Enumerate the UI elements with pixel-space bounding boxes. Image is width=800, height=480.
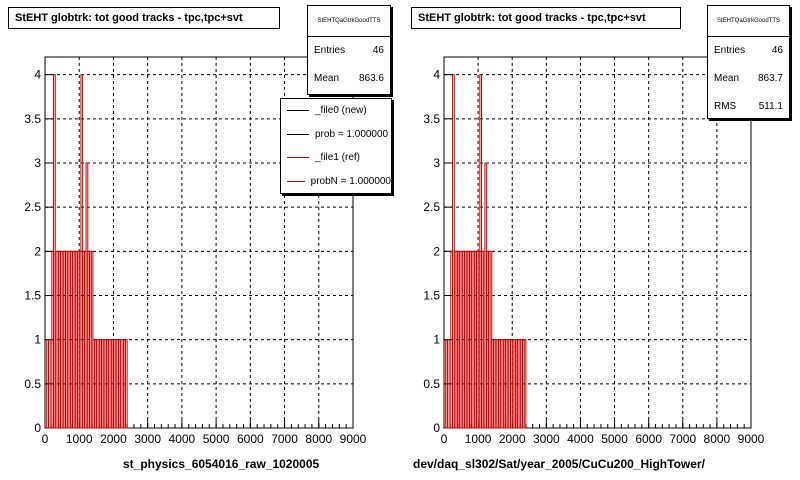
legend-label: prob = 1.000000 [315, 128, 389, 140]
x-tick-label: 6000 [635, 432, 662, 446]
legend-label: _file1 (ref) [315, 152, 361, 164]
right-x-axis-label: dev/daq_sl302/Sat/year_2005/CuCu200_High… [413, 457, 705, 471]
stats-label: Mean [314, 73, 340, 84]
left-stats-name: StEHTQaGtrkGoodTTS [308, 6, 390, 37]
left-stats-row-mean: Mean 863.6 [308, 65, 390, 93]
legend-entry: prob = 1.000000 [281, 123, 391, 147]
x-tick-label: 0 [441, 432, 448, 446]
stats-value: 863.6 [358, 73, 384, 84]
y-tick-label: 2.5 [24, 200, 41, 214]
stats-value: 511.1 [758, 101, 783, 112]
y-tick-label: 2 [34, 244, 41, 258]
x-tick-label: 4000 [567, 432, 594, 446]
left-stats-row-entries: Entries 46 [308, 37, 390, 65]
histogram-bin [523, 339, 527, 429]
x-tick-label: 9000 [738, 432, 765, 446]
x-tick-label: 7000 [271, 432, 298, 446]
histogram-bin [47, 339, 51, 429]
stats-value: 46 [771, 45, 783, 56]
stats-label: Mean [714, 73, 740, 84]
x-tick-label: 8000 [704, 432, 731, 446]
stats-value: 46 [372, 45, 384, 56]
legend-line-marker [287, 133, 309, 135]
histogram-bin [124, 339, 128, 429]
legend-line-marker [287, 110, 309, 112]
right-stats-row-rms: RMS 511.1 [708, 93, 789, 121]
left-plot-title: StEHT globtrk: tot good tracks - tpc,tpc… [8, 7, 280, 29]
y-tick-label: 0.5 [24, 377, 41, 391]
x-tick-label: 4000 [169, 432, 196, 446]
x-tick-label: 5000 [601, 432, 628, 446]
y-tick-label: 1.5 [423, 289, 440, 303]
legend-line-marker [287, 157, 309, 159]
x-tick-label: 7000 [669, 432, 696, 446]
y-tick-label: 3.5 [24, 112, 41, 126]
y-tick-label: 0 [34, 421, 41, 435]
y-tick-label: 3 [34, 156, 41, 170]
y-tick-label: 2 [433, 244, 440, 258]
y-tick-label: 1.5 [24, 289, 41, 303]
stats-value: 863.7 [757, 73, 783, 84]
left-stats-box: StEHTQaGtrkGoodTTS Entries 46 Mean 863.6 [307, 5, 391, 95]
x-tick-label: 1000 [66, 432, 93, 446]
x-tick-label: 6000 [237, 432, 264, 446]
stats-label: Entries [714, 45, 746, 56]
legend-line-marker [287, 180, 305, 182]
x-tick-label: 3000 [533, 432, 560, 446]
right-stats-box: StEHTQaGtrkGoodTTS Entries 46 Mean 863.7… [707, 5, 790, 119]
right-stats-row-entries: Entries 46 [708, 37, 789, 65]
y-tick-label: 4 [34, 68, 41, 82]
left-x-axis-label: st_physics_6054016_raw_1020005 [123, 457, 320, 471]
legend-entry: probN = 1.000000 [281, 170, 391, 194]
x-tick-label: 3000 [134, 432, 161, 446]
stats-label: RMS [714, 101, 737, 112]
right-stats-name: StEHTQaGtrkGoodTTS [708, 6, 789, 37]
legend-entry: _file1 (ref) [281, 146, 391, 170]
legend-entry: _file0 (new) [281, 99, 391, 123]
legend-label: _file0 (new) [315, 105, 367, 117]
x-tick-label: 5000 [203, 432, 230, 446]
x-tick-label: 2000 [499, 432, 526, 446]
y-tick-label: 0 [433, 421, 440, 435]
y-tick-label: 1 [433, 333, 440, 347]
y-tick-label: 3 [433, 156, 440, 170]
x-tick-label: 1000 [465, 432, 492, 446]
right-histogram-panel: 0 1000 2000 3000 4000 5000 6000 7000 8000 9000 0 0.… [423, 56, 765, 446]
x-tick-label: 9000 [340, 432, 367, 446]
right-stats-row-mean: Mean 863.7 [708, 65, 789, 93]
y-tick-label: 2.5 [423, 200, 440, 214]
y-tick-label: 1 [34, 333, 41, 347]
right-plot-title: StEHT globtrk: tot good tracks - tpc,tpc… [411, 7, 681, 29]
left-legend: _file0 (new) prob = 1.000000 _file1 (ref… [280, 98, 392, 194]
x-tick-label: 2000 [100, 432, 127, 446]
y-tick-label: 4 [433, 68, 440, 82]
histogram-bin [446, 339, 450, 429]
y-tick-label: 3.5 [423, 112, 440, 126]
stats-label: Entries [314, 45, 346, 56]
x-tick-label: 8000 [305, 432, 332, 446]
x-tick-label: 0 [42, 432, 49, 446]
y-tick-label: 0.5 [423, 377, 440, 391]
legend-label: probN = 1.000000 [310, 175, 391, 187]
